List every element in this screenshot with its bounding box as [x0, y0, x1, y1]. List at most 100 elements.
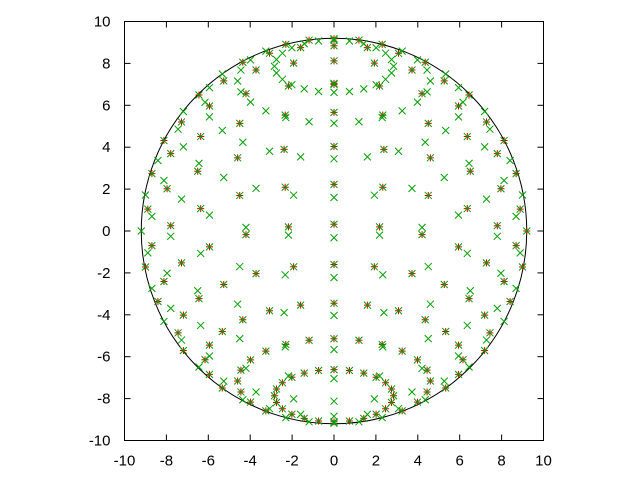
data-point-cross: [237, 88, 245, 96]
data-point-cross: [238, 58, 247, 67]
data-point-cross: [278, 404, 287, 413]
data-point-cross: [314, 366, 323, 375]
data-point-cross: [506, 297, 514, 306]
data-point-cross: [423, 366, 431, 374]
data-point-cross: [235, 119, 244, 128]
data-point-cross: [205, 352, 214, 360]
data-point-cross: [177, 118, 186, 126]
data-point-cross: [418, 89, 426, 98]
data-point-cross: [466, 167, 475, 176]
data-point-cross: [218, 70, 227, 78]
x-tick-label: 2: [372, 453, 380, 470]
data-point-cross: [493, 304, 502, 313]
data-point-cross: [421, 315, 430, 324]
data-point-cross: [219, 377, 228, 386]
data-point-cross: [233, 377, 242, 385]
data-point-cross: [424, 191, 433, 200]
data-point-cross: [314, 37, 323, 45]
data-point-cross: [355, 336, 363, 345]
data-point-cross: [262, 106, 270, 115]
data-point-cross: [408, 269, 416, 278]
data-point-cross: [378, 183, 387, 192]
data-point-cross: [280, 308, 288, 317]
data-point-cross: [289, 394, 298, 403]
y-tick-label: -4: [97, 307, 110, 324]
data-point-cross: [252, 388, 260, 396]
data-point-cross: [421, 58, 430, 67]
data-point-cross: [387, 69, 396, 77]
data-point-cross: [465, 91, 473, 99]
data-point-cross: [281, 113, 290, 122]
data-point-cross: [454, 102, 463, 110]
data-point-cross: [370, 394, 379, 403]
data-point-cross: [408, 66, 416, 74]
data-point-cross: [424, 262, 433, 271]
data-point-cross: [284, 223, 293, 231]
data-point-cross: [500, 176, 508, 185]
data-point-cross: [426, 300, 435, 309]
data-point-cross: [235, 262, 244, 271]
data-point-cross: [148, 169, 156, 178]
data-point-cross: [413, 55, 422, 64]
data-point-cross: [195, 91, 203, 99]
data-point-cross: [195, 294, 203, 303]
data-point-cross: [480, 107, 489, 116]
data-point-cross: [201, 98, 209, 107]
data-point-cross: [242, 230, 250, 239]
data-point-cross: [330, 88, 338, 97]
y-tick-label: 6: [102, 97, 110, 114]
data-point-cross: [272, 398, 281, 407]
x-tick-label: -2: [285, 453, 298, 470]
data-point-cross: [141, 191, 150, 199]
data-point-cross: [330, 365, 338, 374]
data-point-cross: [493, 232, 502, 241]
data-point-cross: [363, 153, 372, 161]
data-point-cross: [235, 191, 244, 200]
data-point-cross: [205, 83, 214, 92]
data-point-cross: [345, 87, 354, 96]
data-point-cross: [381, 75, 390, 84]
data-point-cross: [288, 373, 296, 382]
data-point-cross: [177, 336, 186, 344]
data-point-cross: [506, 156, 514, 165]
data-point-cross: [381, 49, 390, 58]
data-point-cross: [195, 363, 203, 371]
data-point-cross: [418, 364, 426, 373]
data-point-cross: [288, 410, 296, 419]
data-point-cross: [246, 98, 255, 106]
data-point-cross: [179, 143, 188, 151]
y-tick-label: -2: [97, 265, 110, 282]
data-point-cross: [465, 294, 473, 303]
data-point-cross: [218, 384, 227, 392]
data-point-cross: [398, 407, 406, 415]
data-point-cross: [196, 321, 205, 330]
data-point-cross: [516, 249, 525, 257]
data-point-cross: [233, 153, 242, 162]
data-point-cross: [330, 36, 338, 44]
data-point-cross: [465, 159, 473, 168]
data-point-cross: [235, 334, 244, 343]
data-point-cross: [463, 132, 472, 141]
data-point-cross: [237, 66, 245, 74]
data-point-cross: [441, 70, 450, 78]
data-point-cross: [281, 413, 290, 422]
data-point-cross: [482, 195, 491, 203]
data-point-cross: [233, 77, 242, 85]
y-tick-label: 0: [102, 223, 110, 240]
data-point-cross: [387, 385, 396, 393]
data-point-cross: [497, 184, 505, 193]
data-point-cross: [177, 259, 186, 267]
data-point-cross: [359, 414, 368, 423]
data-point-cross: [174, 125, 182, 134]
data-point-cross: [497, 269, 505, 278]
data-point-cross: [305, 417, 313, 426]
data-point-cross: [330, 193, 338, 202]
x-tick-label: 6: [456, 453, 464, 470]
data-point-cross: [330, 108, 338, 117]
data-point-cross: [300, 85, 309, 93]
y-tick-labels: -10 -8 -6 -4 -2 0 2 4 6 8 10: [89, 14, 111, 450]
data-point-cross: [143, 205, 152, 213]
data-point-cross: [219, 280, 228, 289]
data-point-cross: [330, 233, 338, 242]
data-point-cross: [398, 106, 406, 115]
